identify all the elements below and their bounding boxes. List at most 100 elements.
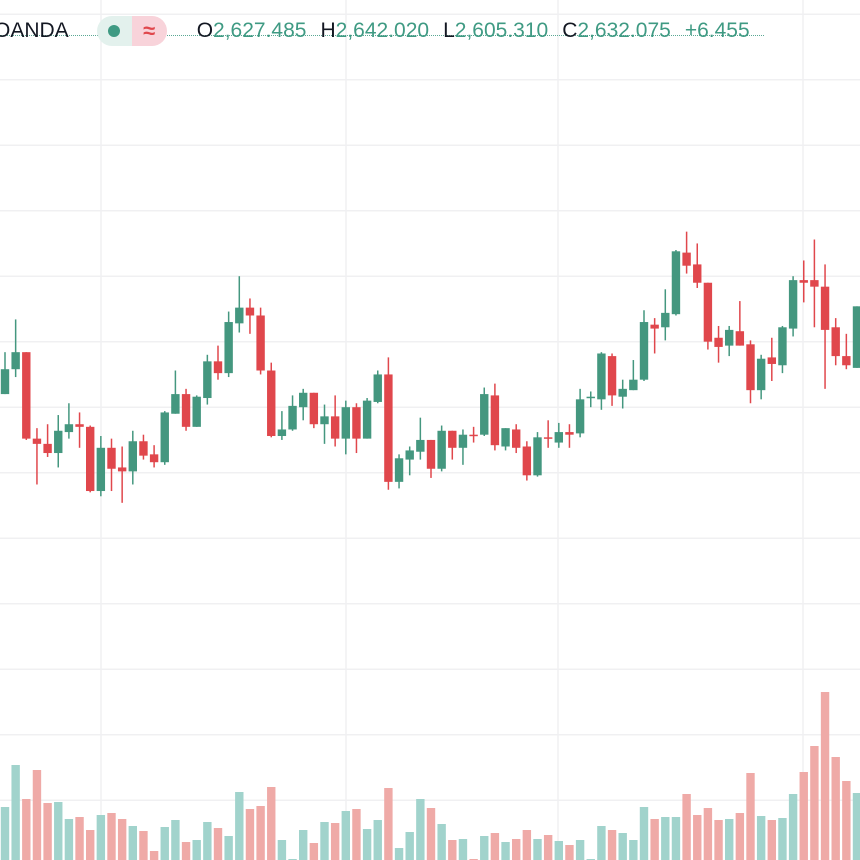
candle[interactable] (86, 425, 95, 493)
candle[interactable] (575, 388, 585, 438)
approx-icon[interactable]: ≈ (131, 16, 167, 46)
candle[interactable] (426, 439, 436, 478)
candle[interactable] (22, 352, 31, 440)
candle[interactable] (629, 360, 638, 391)
candle[interactable] (554, 422, 563, 448)
candle[interactable] (512, 424, 521, 454)
candle[interactable] (799, 260, 808, 303)
candle[interactable] (139, 434, 148, 460)
candle[interactable] (639, 310, 649, 381)
candle[interactable] (267, 362, 276, 438)
candle-body (725, 329, 734, 346)
candle[interactable] (820, 264, 830, 389)
candle[interactable] (256, 307, 265, 375)
candle[interactable] (533, 432, 542, 477)
candle[interactable] (32, 428, 42, 485)
candle[interactable] (767, 337, 776, 381)
candle[interactable] (288, 395, 297, 431)
candle[interactable] (181, 388, 191, 431)
candle[interactable] (543, 420, 553, 448)
candle[interactable] (565, 424, 574, 448)
candle[interactable] (171, 370, 180, 414)
volume-bar (22, 799, 31, 860)
candle[interactable] (597, 352, 606, 410)
candle[interactable] (11, 319, 20, 378)
legend-dotted-line (0, 35, 764, 36)
candle[interactable] (245, 298, 255, 334)
candle[interactable] (0, 352, 10, 395)
candle[interactable] (671, 249, 681, 316)
candle[interactable] (149, 445, 159, 468)
candle[interactable] (352, 403, 361, 454)
candle[interactable] (128, 430, 137, 485)
candle[interactable] (117, 446, 127, 503)
candle[interactable] (703, 282, 713, 350)
candle[interactable] (490, 383, 500, 451)
candle[interactable] (852, 306, 860, 368)
candle-body (160, 412, 169, 463)
candle[interactable] (96, 436, 106, 497)
candle[interactable] (650, 318, 659, 354)
candle[interactable] (501, 428, 510, 451)
candle[interactable] (714, 325, 723, 363)
candle[interactable] (842, 333, 851, 370)
candle[interactable] (788, 276, 798, 337)
volume-bar (171, 820, 180, 860)
candle[interactable] (43, 424, 52, 457)
candle[interactable] (458, 429, 468, 465)
candle[interactable] (160, 411, 169, 465)
candle[interactable] (309, 392, 319, 429)
candle[interactable] (320, 404, 329, 444)
candle[interactable] (213, 345, 223, 380)
candle[interactable] (746, 340, 755, 404)
candle[interactable] (341, 400, 350, 455)
candle[interactable] (693, 243, 702, 288)
candle[interactable] (586, 391, 595, 408)
candle[interactable] (756, 354, 766, 400)
candle[interactable] (192, 395, 201, 427)
candle[interactable] (384, 357, 393, 490)
candle[interactable] (607, 353, 617, 406)
candle[interactable] (224, 311, 233, 378)
volume-bar (543, 835, 553, 860)
candle[interactable] (661, 289, 670, 341)
candle[interactable] (75, 412, 84, 448)
symbol-name[interactable]: OANDA (0, 19, 69, 42)
candle-body (831, 327, 840, 357)
market-open-indicator[interactable] (96, 16, 132, 46)
market-status-pill[interactable]: ≈ (96, 16, 167, 46)
candle[interactable] (64, 403, 74, 439)
candle[interactable] (522, 441, 532, 481)
candle[interactable] (469, 426, 478, 443)
candle[interactable] (54, 415, 63, 468)
candle[interactable] (810, 239, 819, 328)
candle[interactable] (448, 430, 457, 460)
candle[interactable] (778, 325, 787, 374)
candle-body (714, 337, 723, 347)
volume-bar (416, 799, 425, 860)
candle[interactable] (277, 411, 287, 440)
candle[interactable] (682, 231, 691, 274)
candle[interactable] (405, 446, 414, 476)
candle[interactable] (394, 454, 404, 489)
candle-body (767, 357, 776, 364)
candle[interactable] (618, 379, 627, 409)
candle[interactable] (831, 318, 840, 366)
candle[interactable] (203, 354, 212, 405)
candle[interactable] (725, 325, 734, 357)
candle[interactable] (373, 370, 382, 404)
candle[interactable] (416, 417, 425, 460)
candle-body (788, 280, 798, 329)
candle[interactable] (735, 301, 745, 346)
candle[interactable] (480, 387, 489, 437)
candle[interactable] (107, 438, 116, 492)
candle[interactable] (437, 425, 446, 472)
candle-body (661, 312, 670, 328)
volume-bar (725, 819, 734, 860)
candle[interactable] (362, 398, 372, 439)
candle[interactable] (299, 388, 308, 421)
candle[interactable] (235, 276, 244, 333)
candle[interactable] (330, 395, 340, 447)
candle-body (203, 361, 212, 399)
